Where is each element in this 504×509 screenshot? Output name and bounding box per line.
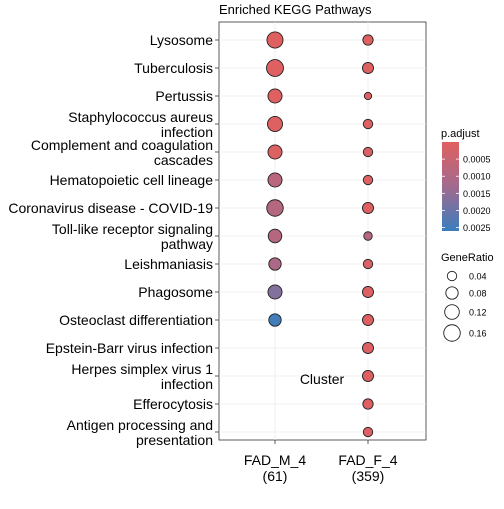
data-point: [362, 342, 374, 354]
data-point: [266, 59, 284, 77]
data-point: [362, 398, 374, 410]
size-legend: GeneRatio 0.04 0.08 0.12 0.16: [441, 252, 494, 342]
data-points: [266, 31, 374, 438]
data-point: [362, 258, 374, 270]
data-point: [362, 286, 374, 298]
size-legend-circle: [446, 270, 458, 282]
x-axis-title: Cluster: [300, 371, 345, 387]
data-point: [268, 257, 282, 271]
size-legend-label: 0.08: [469, 289, 487, 299]
data-point: [362, 314, 374, 326]
data-point: [267, 284, 283, 300]
data-point: [363, 91, 373, 101]
y-tick-label: Hematopoietic cell lineage: [50, 172, 214, 188]
data-point: [362, 426, 374, 438]
y-tick-label: Osteoclast differentiation: [59, 312, 213, 328]
x-tick-labels: FAD_M_4 (61) FAD_F_4 (359): [244, 440, 398, 484]
grid-lines: [219, 22, 426, 440]
data-point: [266, 199, 284, 217]
color-legend-ticks: 0.0005 0.0010 0.0015 0.0020 0.0025: [442, 155, 491, 233]
data-point: [266, 31, 284, 49]
color-legend-title: p.adjust: [441, 128, 480, 140]
data-point: [267, 228, 283, 244]
color-legend-bar: [442, 142, 459, 231]
y-tick-label: Toll-like receptor signaling pathway: [52, 221, 213, 252]
size-legend-label: 0.16: [469, 329, 487, 339]
data-point: [268, 313, 282, 327]
data-point: [362, 370, 374, 382]
data-point: [267, 144, 283, 160]
plot-panel: [218, 21, 427, 441]
data-point: [362, 62, 374, 74]
y-tick-labels: Lysosome Tuberculosis Pertussis Staphylococ…: [8, 32, 219, 448]
y-tick-label: Staphylococcus aureus infection: [68, 109, 213, 140]
color-legend-label: 0.0005: [463, 155, 491, 165]
x-tick-label: FAD_F_4 (359): [338, 452, 397, 484]
color-legend: p.adjust 0.0005 0.0010 0.0015 0.0020 0.0025: [441, 128, 491, 233]
data-point: [267, 172, 283, 188]
y-tick-label: Herpes simplex virus 1 infection: [71, 361, 213, 392]
data-point: [267, 88, 283, 104]
color-legend-label: 0.0010: [463, 172, 491, 182]
color-legend-label: 0.0015: [463, 189, 491, 199]
data-point: [362, 34, 374, 46]
size-legend-circle: [445, 286, 459, 300]
y-tick-label: Efferocytosis: [133, 396, 213, 412]
y-tick-label: Leishmaniasis: [124, 256, 213, 272]
y-tick-label: Tuberculosis: [134, 60, 213, 76]
color-legend-label: 0.0025: [463, 223, 491, 233]
size-legend-label: 0.04: [469, 272, 487, 282]
size-legend-items: 0.04 0.08 0.12 0.16: [443, 270, 487, 342]
size-legend-label: 0.12: [469, 308, 487, 318]
y-tick-label: Lysosome: [150, 32, 214, 48]
y-tick-label: Pertussis: [155, 88, 213, 104]
x-tick-label: FAD_M_4 (61): [244, 452, 306, 484]
chart-title: Enriched KEGG Pathways: [219, 2, 372, 17]
data-point: [362, 202, 374, 214]
data-point: [266, 115, 284, 133]
size-legend-circle: [443, 324, 461, 342]
y-tick-label: Epstein-Barr virus infection: [46, 340, 213, 356]
y-tick-label: Phagosome: [138, 284, 213, 300]
y-tick-label: Antigen processing and presentation: [67, 417, 213, 448]
data-point: [362, 146, 374, 158]
size-legend-title: GeneRatio: [441, 252, 494, 264]
data-point: [363, 231, 373, 241]
y-tick-label: Complement and coagulation cascades: [31, 137, 213, 168]
data-point: [362, 118, 374, 130]
data-point: [362, 174, 374, 186]
y-tick-label: Coronavirus disease - COVID-19: [8, 200, 213, 216]
size-legend-circle: [444, 304, 460, 320]
color-legend-label: 0.0020: [463, 206, 491, 216]
